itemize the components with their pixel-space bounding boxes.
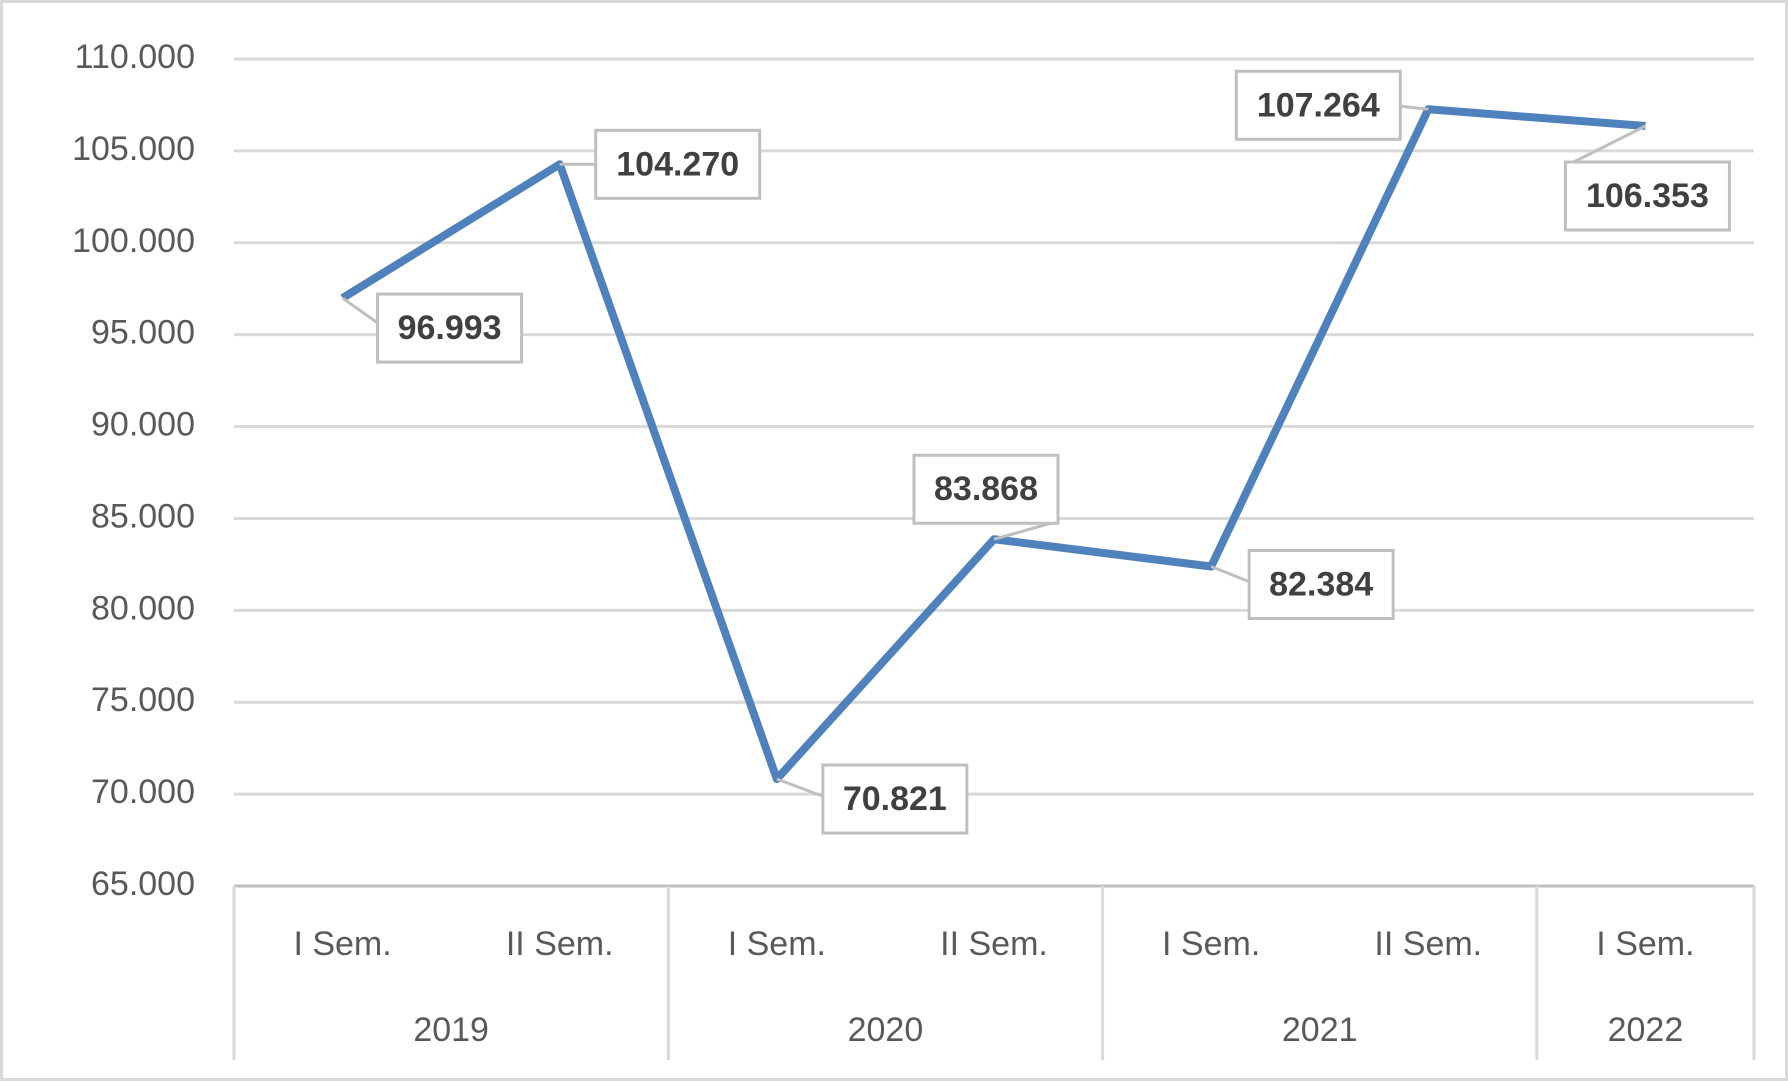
- data-label: 70.821: [843, 780, 947, 818]
- x-tick-label: II Sem.: [940, 925, 1048, 963]
- y-tick-label: 80.000: [91, 589, 195, 627]
- y-tick-label: 110.000: [75, 38, 195, 76]
- label-box: [1563, 160, 1731, 232]
- x-tick-label: II Sem.: [1374, 925, 1482, 963]
- y-tick-label: 100.000: [72, 222, 195, 260]
- y-tick-label: 70.000: [91, 773, 195, 811]
- data-label: 104.270: [616, 145, 739, 183]
- label-box: [1234, 69, 1402, 141]
- y-tick-label: 85.000: [91, 497, 195, 535]
- data-label: 106.353: [1586, 177, 1709, 215]
- label-leader: [993, 521, 1052, 541]
- group-label: 2019: [413, 1011, 489, 1049]
- x-tick-label: I Sem.: [728, 925, 826, 963]
- x-tick-label: I Sem.: [293, 925, 391, 963]
- data-label: 96.993: [398, 309, 502, 347]
- y-tick-label: 90.000: [91, 406, 195, 444]
- label-box: [376, 292, 524, 364]
- data-label: 83.868: [934, 470, 1038, 508]
- y-tick-label: 75.000: [91, 681, 195, 719]
- y-tick-label: 105.000: [72, 130, 195, 168]
- y-tick-label: 65.000: [91, 865, 195, 903]
- label-box: [594, 128, 762, 200]
- group-label: 2021: [1282, 1011, 1358, 1049]
- y-tick-label: 95.000: [91, 314, 195, 352]
- label-box: [1247, 549, 1395, 621]
- label-box: [821, 763, 969, 835]
- label-leader: [776, 777, 831, 801]
- label-leader: [1572, 124, 1647, 164]
- group-label: 2022: [1608, 1011, 1684, 1049]
- label-box: [912, 453, 1060, 525]
- x-tick-label: I Sem.: [1596, 925, 1694, 963]
- data-label: 107.264: [1257, 86, 1380, 124]
- group-label: 2020: [848, 1011, 924, 1049]
- x-tick-label: II Sem.: [506, 925, 614, 963]
- data-label: 82.384: [1269, 566, 1373, 604]
- x-tick-label: I Sem.: [1162, 925, 1260, 963]
